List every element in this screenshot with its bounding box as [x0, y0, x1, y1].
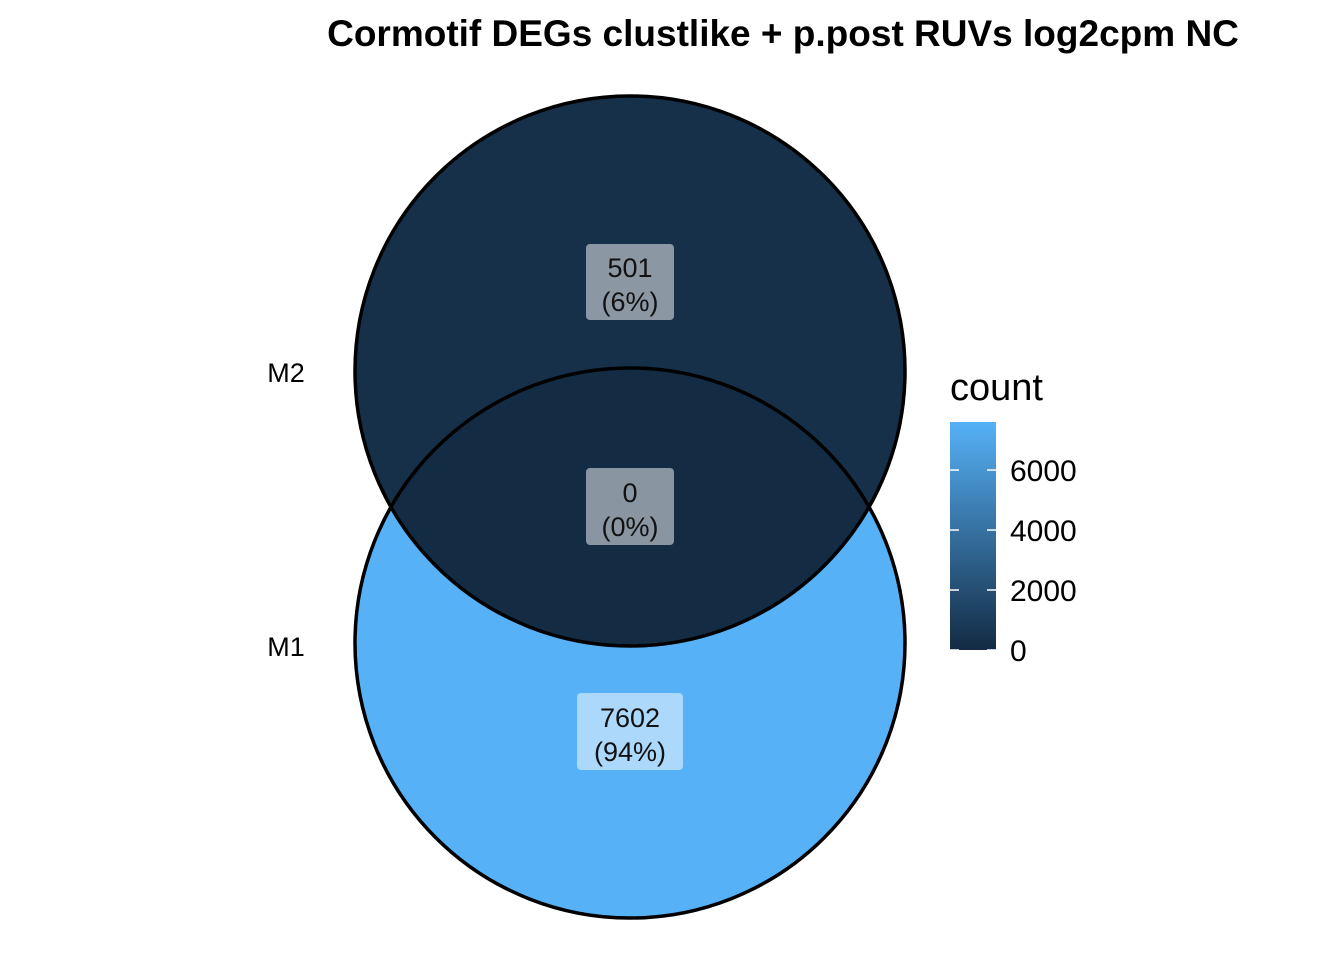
region-percent: (6%) [601, 287, 658, 317]
legend-colorbar [950, 422, 996, 650]
region-count: 0 [622, 478, 637, 508]
region-label-m1-only: 7602 (94%) [577, 693, 683, 770]
legend-tick-label: 6000 [1010, 455, 1077, 488]
chart-title: Cormotif DEGs clustlike + p.post RUVs lo… [327, 13, 1239, 54]
region-label-box [586, 244, 674, 320]
region-percent: (0%) [601, 512, 658, 542]
legend-ticks: 6000 4000 2000 0 [950, 455, 1077, 668]
legend-title: count [950, 367, 1043, 409]
legend: count 6000 4000 2000 0 [950, 367, 1077, 668]
region-label-m2-only: 501 (6%) [586, 244, 674, 320]
legend-tick-label: 2000 [1010, 575, 1077, 608]
region-label-box [577, 693, 683, 770]
intersection-region [355, 368, 905, 646]
legend-tick-label: 4000 [1010, 515, 1077, 548]
region-count: 501 [607, 253, 652, 283]
set-label-m2: M2 [267, 358, 305, 388]
region-label-box [586, 468, 674, 545]
region-count: 7602 [600, 703, 660, 733]
set-m1-outline [353, 366, 907, 920]
region-label-intersection: 0 (0%) [586, 468, 674, 545]
set-m2-outline [353, 94, 907, 648]
region-percent: (94%) [594, 737, 666, 767]
set-label-m1: M1 [267, 632, 305, 662]
legend-tick-label: 0 [1010, 635, 1027, 668]
